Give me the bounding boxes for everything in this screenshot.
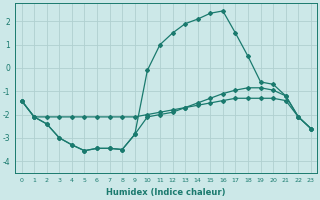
X-axis label: Humidex (Indice chaleur): Humidex (Indice chaleur) — [107, 188, 226, 197]
